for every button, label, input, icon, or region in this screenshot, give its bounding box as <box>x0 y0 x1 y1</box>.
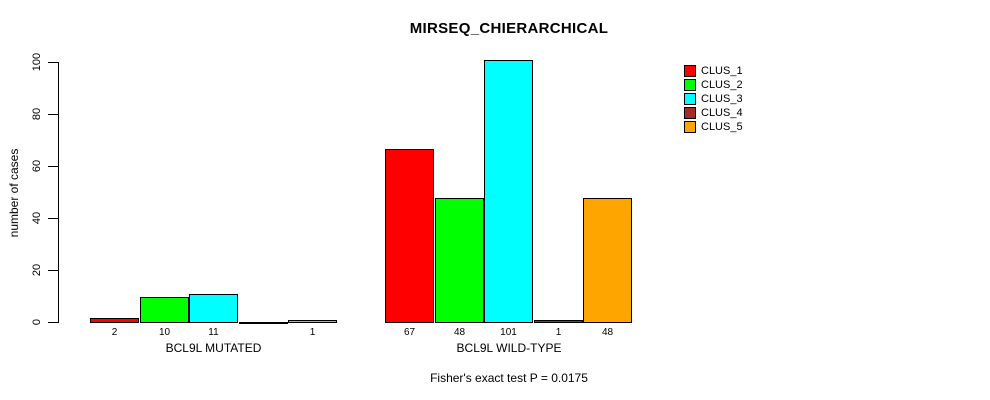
bar-clus_5-group2 <box>583 198 632 323</box>
y-axis-tick-label: 40 <box>31 211 43 225</box>
group-label-wild-type: BCL9L WILD-TYPE <box>456 341 562 355</box>
y-axis-line <box>58 62 59 323</box>
legend-swatch-icon <box>684 65 696 77</box>
legend-item-clus_2: CLUS_2 <box>684 79 743 91</box>
bar-value-label: 48 <box>453 327 466 338</box>
y-axis-title: number of cases <box>7 148 21 238</box>
legend-swatch-icon <box>684 107 696 119</box>
y-axis-tick <box>48 166 58 167</box>
bar-clus_2-group2 <box>435 198 484 323</box>
legend-label: CLUS_5 <box>701 121 743 133</box>
legend-label: CLUS_2 <box>701 79 743 91</box>
legend-item-clus_4: CLUS_4 <box>684 107 743 119</box>
bar-clus_4-group1 <box>239 322 288 324</box>
bar-value-label: 1 <box>555 327 562 338</box>
bar-value-label: 10 <box>158 327 171 338</box>
bar-value-label: 48 <box>601 327 614 338</box>
bar-value-label: 2 <box>111 327 118 338</box>
group-label-mutated: BCL9L MUTATED <box>165 341 262 355</box>
legend-item-clus_3: CLUS_3 <box>684 93 743 105</box>
legend-swatch-icon <box>684 93 696 105</box>
y-axis-tick <box>48 270 58 271</box>
bar-value-label: 1 <box>309 327 316 338</box>
bar-value-label: 67 <box>403 327 416 338</box>
bar-clus_2-group1 <box>140 297 189 323</box>
legend-label: CLUS_1 <box>701 65 743 77</box>
legend: CLUS_1 CLUS_2 CLUS_3 CLUS_4 CLUS_5 <box>684 65 743 135</box>
y-axis-tick <box>48 218 58 219</box>
y-axis-tick-label: 100 <box>31 52 43 72</box>
y-axis-tick <box>48 322 58 323</box>
y-axis-tick-label: 60 <box>31 159 43 173</box>
y-axis-tick-label: 20 <box>31 263 43 277</box>
bar-clus_3-group1 <box>189 294 238 323</box>
y-axis-tick <box>48 114 58 115</box>
bar-clus_3-group2 <box>484 60 533 323</box>
legend-label: CLUS_4 <box>701 107 743 119</box>
legend-swatch-icon <box>684 121 696 133</box>
y-axis-tick-label: 80 <box>31 107 43 121</box>
legend-swatch-icon <box>684 79 696 91</box>
legend-label: CLUS_3 <box>701 93 743 105</box>
legend-item-clus_5: CLUS_5 <box>684 121 743 133</box>
fisher-test-annotation: Fisher's exact test P = 0.0175 <box>430 371 588 385</box>
chart-title: MIRSEQ_CHIERARCHICAL <box>409 20 609 37</box>
bar-value-label: 101 <box>500 327 517 338</box>
legend-item-clus_1: CLUS_1 <box>684 65 743 77</box>
bar-clus_5-group1 <box>288 320 337 323</box>
bar-clus_1-group2 <box>385 149 434 323</box>
bar-clus_1-group1 <box>90 318 139 323</box>
bar-clus_4-group2 <box>534 320 583 323</box>
bar-value-label: 11 <box>208 327 219 338</box>
y-axis-tick-label: 0 <box>31 318 43 326</box>
y-axis-tick <box>48 62 58 63</box>
